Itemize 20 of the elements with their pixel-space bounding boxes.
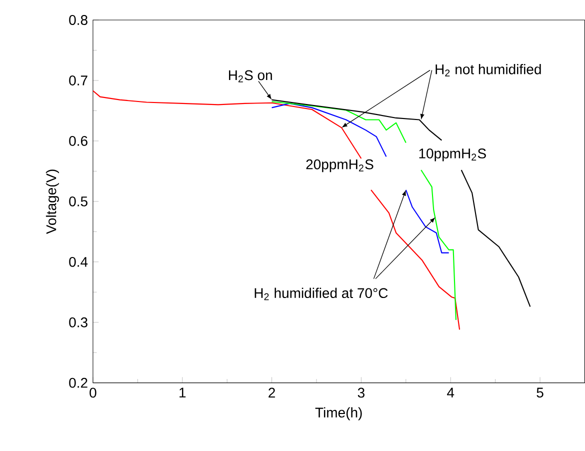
x-axis-title: Time(h) — [315, 407, 362, 420]
x-tick-label: 4 — [447, 388, 454, 398]
x-tick-label: 5 — [536, 388, 544, 398]
annotation: 20ppmH$_{2}$S — [306, 160, 374, 172]
x-tick-label: 2 — [268, 388, 275, 398]
y-tick-label: 0.2 — [69, 378, 88, 388]
y-tick-label: 0.5 — [69, 196, 88, 206]
annotation: H$_{2}$S on — [229, 70, 272, 82]
annotation: 10ppmH$_{2}$S — [419, 148, 486, 162]
x-tick-label: 0 — [90, 388, 96, 398]
y-tick-label: 0.3 — [69, 318, 88, 328]
y-tick-label: 0.6 — [69, 136, 88, 146]
y-tick-label: 0.8 — [69, 15, 88, 26]
y-tick-label: 0.7 — [69, 76, 88, 86]
x-tick-label: 1 — [180, 388, 186, 398]
x-tick-label: 3 — [358, 388, 364, 398]
annotation: H$_{2}$ humidified at 70°C — [254, 288, 388, 300]
y-tick-label: 0.4 — [69, 257, 88, 267]
annotation: H$_{2}$ not humidified — [436, 64, 541, 76]
y-axis-title: Voltage(V) — [46, 170, 59, 234]
